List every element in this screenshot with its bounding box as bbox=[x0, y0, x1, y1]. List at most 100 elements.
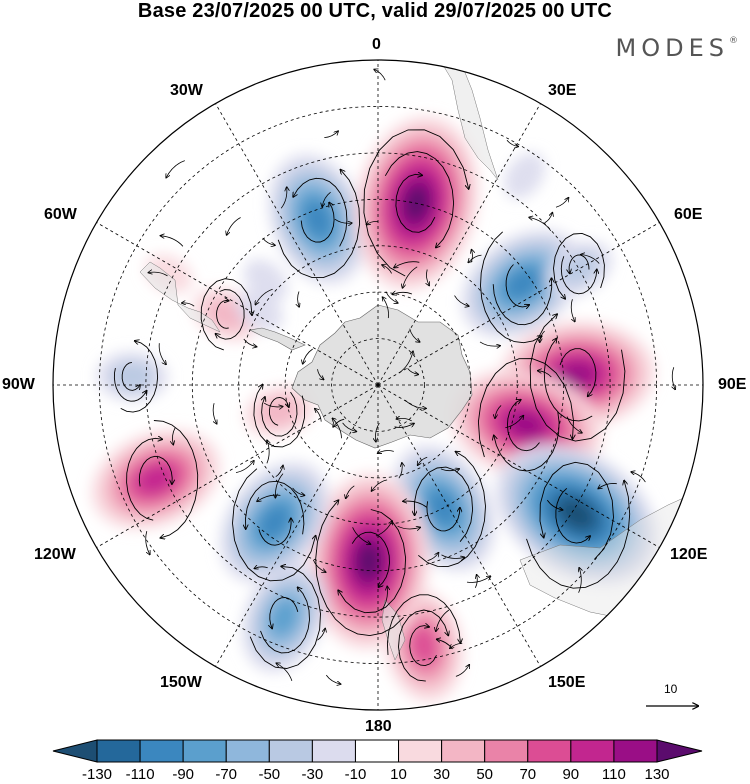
brand-text: MODES bbox=[615, 34, 729, 62]
lon-label-30e: 30E bbox=[548, 82, 577, 99]
wind-arrow bbox=[324, 131, 338, 138]
colorbar-low-triangle bbox=[52, 739, 98, 763]
streamline bbox=[492, 278, 552, 326]
wind-arrow bbox=[475, 575, 477, 588]
streamline bbox=[395, 174, 436, 233]
wind-arrow bbox=[312, 559, 325, 572]
wind-arrow bbox=[398, 463, 402, 479]
wind-arrow bbox=[471, 250, 473, 263]
streamline bbox=[409, 626, 437, 667]
streamline bbox=[270, 597, 299, 629]
wind-arrow bbox=[213, 403, 217, 424]
meridian-line bbox=[96, 222, 379, 386]
streamline bbox=[232, 468, 316, 582]
streamline bbox=[477, 358, 573, 458]
colorbar-tick-label: 10 bbox=[390, 766, 407, 783]
anomaly-ring bbox=[558, 361, 597, 388]
wind-arrow bbox=[581, 255, 600, 264]
wind-arrow bbox=[257, 494, 281, 501]
wind-arrow bbox=[407, 368, 419, 374]
streamline bbox=[253, 385, 306, 448]
colorbar-tick-label: 30 bbox=[433, 766, 450, 783]
streamline bbox=[293, 177, 348, 247]
wind-arrow bbox=[383, 297, 389, 319]
streamline bbox=[315, 500, 404, 637]
wind-arrow bbox=[292, 487, 305, 495]
wind-arrow bbox=[372, 479, 388, 491]
anomaly-ring bbox=[558, 251, 600, 286]
wind-arrow bbox=[255, 288, 273, 304]
meridian-line bbox=[96, 384, 379, 548]
wind-arrow bbox=[378, 451, 394, 454]
wind-arrow bbox=[275, 466, 283, 478]
wind-arrow bbox=[466, 576, 491, 583]
streamline bbox=[216, 300, 229, 329]
streamline bbox=[526, 481, 631, 589]
colorbar-swatch bbox=[441, 739, 486, 763]
streamline bbox=[277, 170, 361, 279]
anomaly-neg-11 bbox=[545, 241, 613, 297]
wind-arrow bbox=[506, 139, 518, 146]
wind-arrow bbox=[529, 217, 552, 232]
streamline bbox=[200, 278, 252, 351]
streamlines-pos-7 bbox=[253, 385, 306, 448]
wind-arrow bbox=[325, 674, 340, 684]
wind-arrow bbox=[538, 371, 552, 378]
wind-arrow bbox=[235, 461, 254, 473]
parallel-line bbox=[331, 338, 425, 432]
streamlines-neg-2 bbox=[480, 231, 552, 344]
colorbar-tick-label: -70 bbox=[215, 766, 238, 783]
wind-arrow bbox=[450, 643, 463, 648]
streamline bbox=[506, 400, 540, 452]
wind-arrow bbox=[394, 423, 415, 428]
wind-arrow bbox=[566, 416, 582, 433]
colorbar-tick-label: 110 bbox=[601, 766, 626, 783]
wind-arrow bbox=[579, 568, 582, 593]
colorbar-swatch bbox=[570, 739, 615, 763]
wind-arrow bbox=[254, 567, 268, 569]
colorbar-tick-label: 50 bbox=[476, 766, 494, 783]
parallel-line bbox=[238, 245, 518, 525]
wind-arrow bbox=[598, 483, 617, 488]
wind-arrow bbox=[418, 456, 428, 465]
antarctica-landmass bbox=[291, 304, 473, 449]
wind-arrow bbox=[631, 472, 646, 483]
wind-arrow bbox=[440, 469, 459, 471]
africa-coast bbox=[439, 60, 499, 181]
wind-arrow bbox=[540, 330, 545, 342]
lon-label-150w: 150W bbox=[160, 674, 202, 691]
wind-arrow bbox=[262, 237, 275, 245]
anomaly-pos-6 bbox=[91, 429, 221, 530]
streamline bbox=[505, 264, 529, 307]
wind-arrow bbox=[148, 272, 168, 277]
streamlines-neg-1 bbox=[277, 170, 361, 279]
streamline bbox=[398, 609, 449, 682]
wind-arrow bbox=[333, 418, 345, 427]
anomaly-ring bbox=[507, 411, 545, 439]
streamlines-pos-4 bbox=[386, 594, 460, 682]
wind-arrow bbox=[276, 663, 293, 682]
lon-label-180: 180 bbox=[365, 718, 392, 735]
map-title: Base 23/07/2025 00 UTC, valid 29/07/2025… bbox=[137, 0, 613, 22]
wind-arrow bbox=[172, 427, 176, 445]
lon-label-30w: 30W bbox=[170, 82, 203, 99]
streamline bbox=[363, 129, 469, 277]
anomaly-ring bbox=[244, 259, 288, 302]
streamline bbox=[268, 397, 288, 426]
coastlines bbox=[139, 60, 701, 661]
streamline bbox=[138, 455, 172, 487]
streamlines-pos-6 bbox=[126, 420, 199, 538]
wind-arrow bbox=[334, 218, 352, 223]
streamline bbox=[113, 368, 146, 402]
streamline bbox=[553, 232, 605, 298]
graticule bbox=[53, 60, 703, 710]
streamline bbox=[338, 509, 407, 614]
streamline bbox=[120, 341, 159, 413]
colorbar-swatch bbox=[354, 739, 400, 763]
meridian-line bbox=[215, 384, 379, 667]
wind-arrow bbox=[145, 530, 150, 554]
wind-arrow bbox=[243, 338, 257, 347]
modes-logo: MODES® bbox=[616, 34, 738, 62]
streamline bbox=[569, 254, 590, 273]
wind-arrow bbox=[367, 221, 379, 224]
